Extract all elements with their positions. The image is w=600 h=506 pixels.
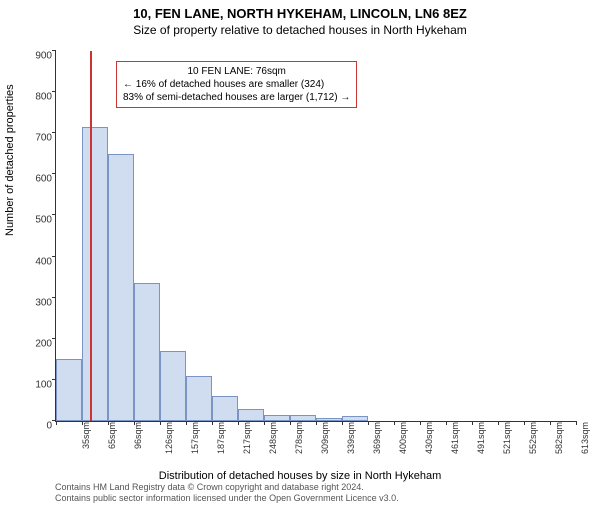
- x-tick-label: 217sqm: [242, 422, 252, 454]
- x-tick-mark: [264, 421, 265, 425]
- x-tick-label: 126sqm: [164, 422, 174, 454]
- x-tick-mark: [186, 421, 187, 425]
- y-tick-mark: [52, 338, 56, 339]
- x-tick-mark: [108, 421, 109, 425]
- x-tick-label: 248sqm: [268, 422, 278, 454]
- footer-line-1: Contains HM Land Registry data © Crown c…: [55, 482, 399, 493]
- y-tick-label: 500: [28, 215, 52, 226]
- x-tick-label: 339sqm: [346, 422, 356, 454]
- y-tick-label: 800: [28, 92, 52, 103]
- x-tick-mark: [446, 421, 447, 425]
- y-tick-mark: [52, 91, 56, 92]
- annot-line-1: 10 FEN LANE: 76sqm: [123, 65, 350, 78]
- y-axis-label: Number of detached properties: [4, 84, 16, 236]
- histogram-bar: [56, 359, 82, 421]
- x-tick-mark: [160, 421, 161, 425]
- histogram-bar: [160, 351, 186, 421]
- y-tick-label: 100: [28, 379, 52, 390]
- x-tick-label: 309sqm: [320, 422, 330, 454]
- y-tick-label: 700: [28, 133, 52, 144]
- histogram-bar: [212, 396, 238, 421]
- x-tick-label: 65sqm: [107, 422, 117, 449]
- y-tick-mark: [52, 256, 56, 257]
- y-tick-label: 600: [28, 174, 52, 185]
- x-tick-mark: [550, 421, 551, 425]
- x-tick-mark: [420, 421, 421, 425]
- x-tick-mark: [316, 421, 317, 425]
- histogram-bar: [342, 416, 368, 421]
- x-tick-mark: [394, 421, 395, 425]
- y-tick-label: 0: [28, 421, 52, 432]
- x-tick-label: 521sqm: [502, 422, 512, 454]
- footer-attribution: Contains HM Land Registry data © Crown c…: [55, 482, 399, 504]
- chart-title-sub: Size of property relative to detached ho…: [0, 23, 600, 37]
- y-tick-mark: [52, 214, 56, 215]
- histogram-bar: [264, 415, 290, 421]
- y-tick-mark: [52, 173, 56, 174]
- x-tick-label: 552sqm: [528, 422, 538, 454]
- x-tick-label: 96sqm: [133, 422, 143, 449]
- histogram-bar: [82, 127, 108, 421]
- x-tick-label: 430sqm: [424, 422, 434, 454]
- x-tick-label: 613sqm: [580, 422, 590, 454]
- histogram-bar: [238, 409, 264, 421]
- y-tick-mark: [52, 50, 56, 51]
- footer-line-2: Contains public sector information licen…: [55, 493, 399, 504]
- x-tick-label: 35sqm: [81, 422, 91, 449]
- x-tick-label: 278sqm: [294, 422, 304, 454]
- x-tick-label: 369sqm: [372, 422, 382, 454]
- x-tick-mark: [238, 421, 239, 425]
- annotation-box: 10 FEN LANE: 76sqm← 16% of detached hous…: [116, 61, 357, 108]
- x-tick-mark: [368, 421, 369, 425]
- x-tick-mark: [576, 421, 577, 425]
- x-tick-label: 187sqm: [216, 422, 226, 454]
- x-tick-mark: [212, 421, 213, 425]
- x-tick-mark: [134, 421, 135, 425]
- histogram-bar: [134, 283, 160, 421]
- y-tick-label: 200: [28, 338, 52, 349]
- y-tick-mark: [52, 132, 56, 133]
- x-tick-mark: [82, 421, 83, 425]
- x-tick-label: 400sqm: [398, 422, 408, 454]
- annot-line-2: ← 16% of detached houses are smaller (32…: [123, 78, 350, 91]
- x-tick-mark: [524, 421, 525, 425]
- y-tick-label: 900: [28, 51, 52, 62]
- y-tick-label: 300: [28, 297, 52, 308]
- x-tick-label: 582sqm: [554, 422, 564, 454]
- x-tick-mark: [498, 421, 499, 425]
- x-tick-mark: [472, 421, 473, 425]
- x-tick-label: 491sqm: [476, 422, 486, 454]
- x-tick-label: 461sqm: [450, 422, 460, 454]
- annot-line-3: 83% of semi-detached houses are larger (…: [123, 91, 350, 104]
- histogram-bar: [108, 154, 134, 421]
- histogram-bar: [186, 376, 212, 421]
- property-marker-line: [90, 51, 92, 421]
- x-tick-mark: [290, 421, 291, 425]
- plot-wrap: 010020030040050060070080090035sqm65sqm96…: [55, 51, 575, 421]
- histogram-bar: [290, 415, 316, 421]
- x-tick-mark: [342, 421, 343, 425]
- plot-area: 010020030040050060070080090035sqm65sqm96…: [55, 51, 576, 422]
- x-tick-label: 157sqm: [190, 422, 200, 454]
- histogram-bar: [316, 418, 342, 421]
- x-axis-label: Distribution of detached houses by size …: [0, 470, 600, 482]
- y-tick-label: 400: [28, 256, 52, 267]
- chart-title-main: 10, FEN LANE, NORTH HYKEHAM, LINCOLN, LN…: [0, 6, 600, 21]
- x-tick-mark: [56, 421, 57, 425]
- y-tick-mark: [52, 297, 56, 298]
